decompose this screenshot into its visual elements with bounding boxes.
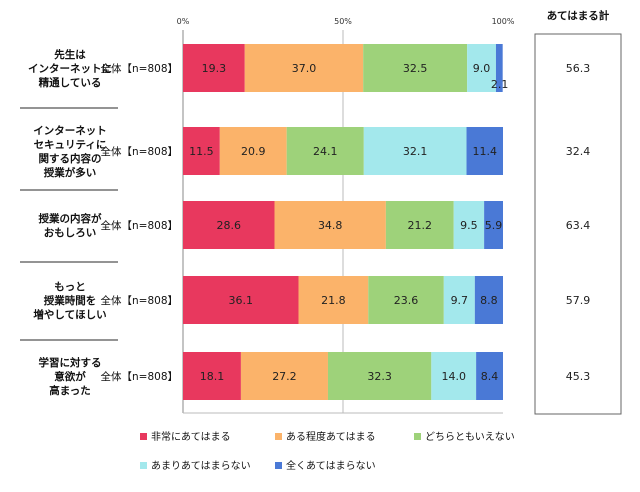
bar-segment xyxy=(443,276,475,324)
legend-swatch xyxy=(275,433,282,440)
bar-segment xyxy=(274,201,386,249)
data-label: 9.7 xyxy=(451,294,469,307)
row-group-label: 全体【n=808】 xyxy=(101,294,179,307)
summary-value: 45.3 xyxy=(566,370,591,383)
summary-value: 57.9 xyxy=(566,294,591,307)
data-label: 5.9 xyxy=(485,219,503,232)
data-label: 9.5 xyxy=(460,219,478,232)
bar-segment xyxy=(183,127,220,175)
bar-segment xyxy=(183,201,275,249)
data-label: 8.4 xyxy=(481,370,499,383)
bar-segment xyxy=(476,352,503,400)
data-label: 19.3 xyxy=(202,62,227,75)
bar-segment xyxy=(183,352,241,400)
data-label: 21.2 xyxy=(408,219,433,232)
row-group-label: 全体【n=808】 xyxy=(101,145,179,158)
bar-segment xyxy=(467,44,496,92)
bar-segment xyxy=(183,276,299,324)
data-label: 27.2 xyxy=(272,370,297,383)
data-label: 32.1 xyxy=(403,145,428,158)
bar-segment xyxy=(298,276,369,324)
bar-segment xyxy=(363,127,467,175)
legend-swatch xyxy=(140,433,147,440)
data-label: 11.4 xyxy=(473,145,498,158)
bar-segment xyxy=(286,127,364,175)
category-label-line: 精通している xyxy=(39,76,102,89)
legend-swatch xyxy=(414,433,421,440)
summary-header: あてはまる計 xyxy=(547,9,610,22)
summary-box xyxy=(534,33,622,415)
row-group-label: 全体【n=808】 xyxy=(101,219,179,232)
legend-label: あまりあてはまらない xyxy=(151,460,251,472)
bar-segment xyxy=(363,44,468,92)
data-label: 32.3 xyxy=(367,370,392,383)
category-label-line: 増やしてほしい xyxy=(33,308,106,321)
data-label: 2.1 xyxy=(491,78,509,91)
data-label: 32.5 xyxy=(403,62,428,75)
bar-segment xyxy=(466,127,503,175)
category-label-line: セキュリティに xyxy=(34,139,107,151)
bar-segment xyxy=(240,352,328,400)
data-label: 14.0 xyxy=(441,370,466,383)
legend-swatch xyxy=(275,462,282,469)
data-label: 34.8 xyxy=(318,219,343,232)
summary-value: 63.4 xyxy=(566,219,591,232)
bar-segment xyxy=(484,201,503,249)
legend-label: 非常にあてはまる xyxy=(151,430,231,443)
x-tick-label: 0% xyxy=(177,17,190,26)
data-label: 24.1 xyxy=(313,145,338,158)
x-tick-label: 50% xyxy=(334,17,352,26)
legend-swatch xyxy=(140,462,147,469)
row-group-label: 全体【n=808】 xyxy=(101,370,179,383)
category-label-line: 授業時間を xyxy=(44,294,97,307)
category-label-line: 高まった xyxy=(49,384,91,397)
category-label-line: 意欲が xyxy=(54,370,86,383)
data-label: 21.8 xyxy=(321,294,346,307)
category-label-line: インターネット xyxy=(33,125,107,137)
data-label: 28.6 xyxy=(217,219,242,232)
category-label-line: もっと xyxy=(54,281,86,293)
data-label: 18.1 xyxy=(200,370,225,383)
bar-segment xyxy=(219,127,287,175)
category-label-line: 関する内容の xyxy=(39,152,102,165)
row-group-label: 全体【n=808】 xyxy=(101,62,179,75)
category-label-line: 学習に対する xyxy=(39,356,102,369)
bar-segment xyxy=(385,201,454,249)
bar-segment xyxy=(327,352,432,400)
legend-label: 全くあてはまらない xyxy=(286,459,376,472)
category-label-line: 授業が多い xyxy=(44,166,97,179)
bar-segment xyxy=(244,44,364,92)
bar-segment xyxy=(368,276,444,324)
bar-segment xyxy=(183,44,245,92)
bar-segment xyxy=(453,201,485,249)
data-label: 23.6 xyxy=(394,294,419,307)
category-label-line: おもしろい xyxy=(44,227,97,239)
data-label: 37.0 xyxy=(292,62,317,75)
summary-value: 32.4 xyxy=(566,145,591,158)
x-tick-label: 100% xyxy=(492,17,515,26)
data-label: 11.5 xyxy=(189,145,214,158)
bar-segment xyxy=(474,276,503,324)
data-label: 9.0 xyxy=(473,62,491,75)
data-label: 8.8 xyxy=(480,294,498,307)
category-label-line: インターネットに xyxy=(28,63,112,75)
legend-label: ある程度あてはまる xyxy=(286,430,376,443)
data-label: 36.1 xyxy=(229,294,254,307)
legend-label: どちらともいえない xyxy=(425,431,515,443)
category-label-line: 授業の内容が xyxy=(39,212,102,225)
bar-segment xyxy=(495,44,503,92)
summary-value: 56.3 xyxy=(566,62,591,75)
data-label: 20.9 xyxy=(241,145,266,158)
bar-segment xyxy=(431,352,477,400)
category-label-line: 先生は xyxy=(54,48,86,61)
